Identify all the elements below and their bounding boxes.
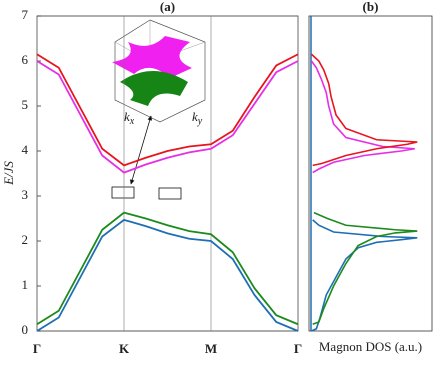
x-axis-label: Magnon DOS (a.u.) xyxy=(319,339,422,354)
k-sub: x xyxy=(129,116,135,127)
k-base: k xyxy=(192,109,198,124)
band-line xyxy=(36,53,299,167)
k-label: kx xyxy=(124,109,135,127)
dos-line xyxy=(310,53,418,167)
y-axis-label: E/JS xyxy=(1,161,16,186)
k-label: ky xyxy=(192,109,203,127)
y-tick-label: 6 xyxy=(22,52,29,67)
inset xyxy=(112,19,206,123)
x-tick-label: K xyxy=(119,341,130,356)
y-tick-label: 2 xyxy=(22,232,29,247)
band-line xyxy=(36,211,299,326)
band-line xyxy=(36,60,299,174)
highlight-box xyxy=(158,187,182,200)
dos-line xyxy=(310,60,415,174)
band-line xyxy=(36,218,299,332)
arrow xyxy=(129,115,153,185)
y-tick-label: 3 xyxy=(22,187,29,202)
x-tick-label: Γ xyxy=(294,341,302,356)
dos-line xyxy=(311,219,418,332)
x-tick-label: M xyxy=(205,341,217,356)
k-base: k xyxy=(124,109,130,124)
y-tick-label: 0 xyxy=(22,322,29,337)
y-tick-label: 7 xyxy=(22,7,29,22)
dos-line xyxy=(312,211,418,326)
k-sub: y xyxy=(197,116,203,127)
y-tick-label: 4 xyxy=(22,142,29,157)
highlight-box xyxy=(111,186,135,199)
plot-frame-b xyxy=(308,15,433,332)
y-tick-label: 5 xyxy=(22,97,29,112)
x-tick-label: Γ xyxy=(33,341,41,356)
y-tick-label: 1 xyxy=(22,277,29,292)
panel-title: (a) xyxy=(160,0,175,14)
panel-title: (b) xyxy=(363,0,379,14)
